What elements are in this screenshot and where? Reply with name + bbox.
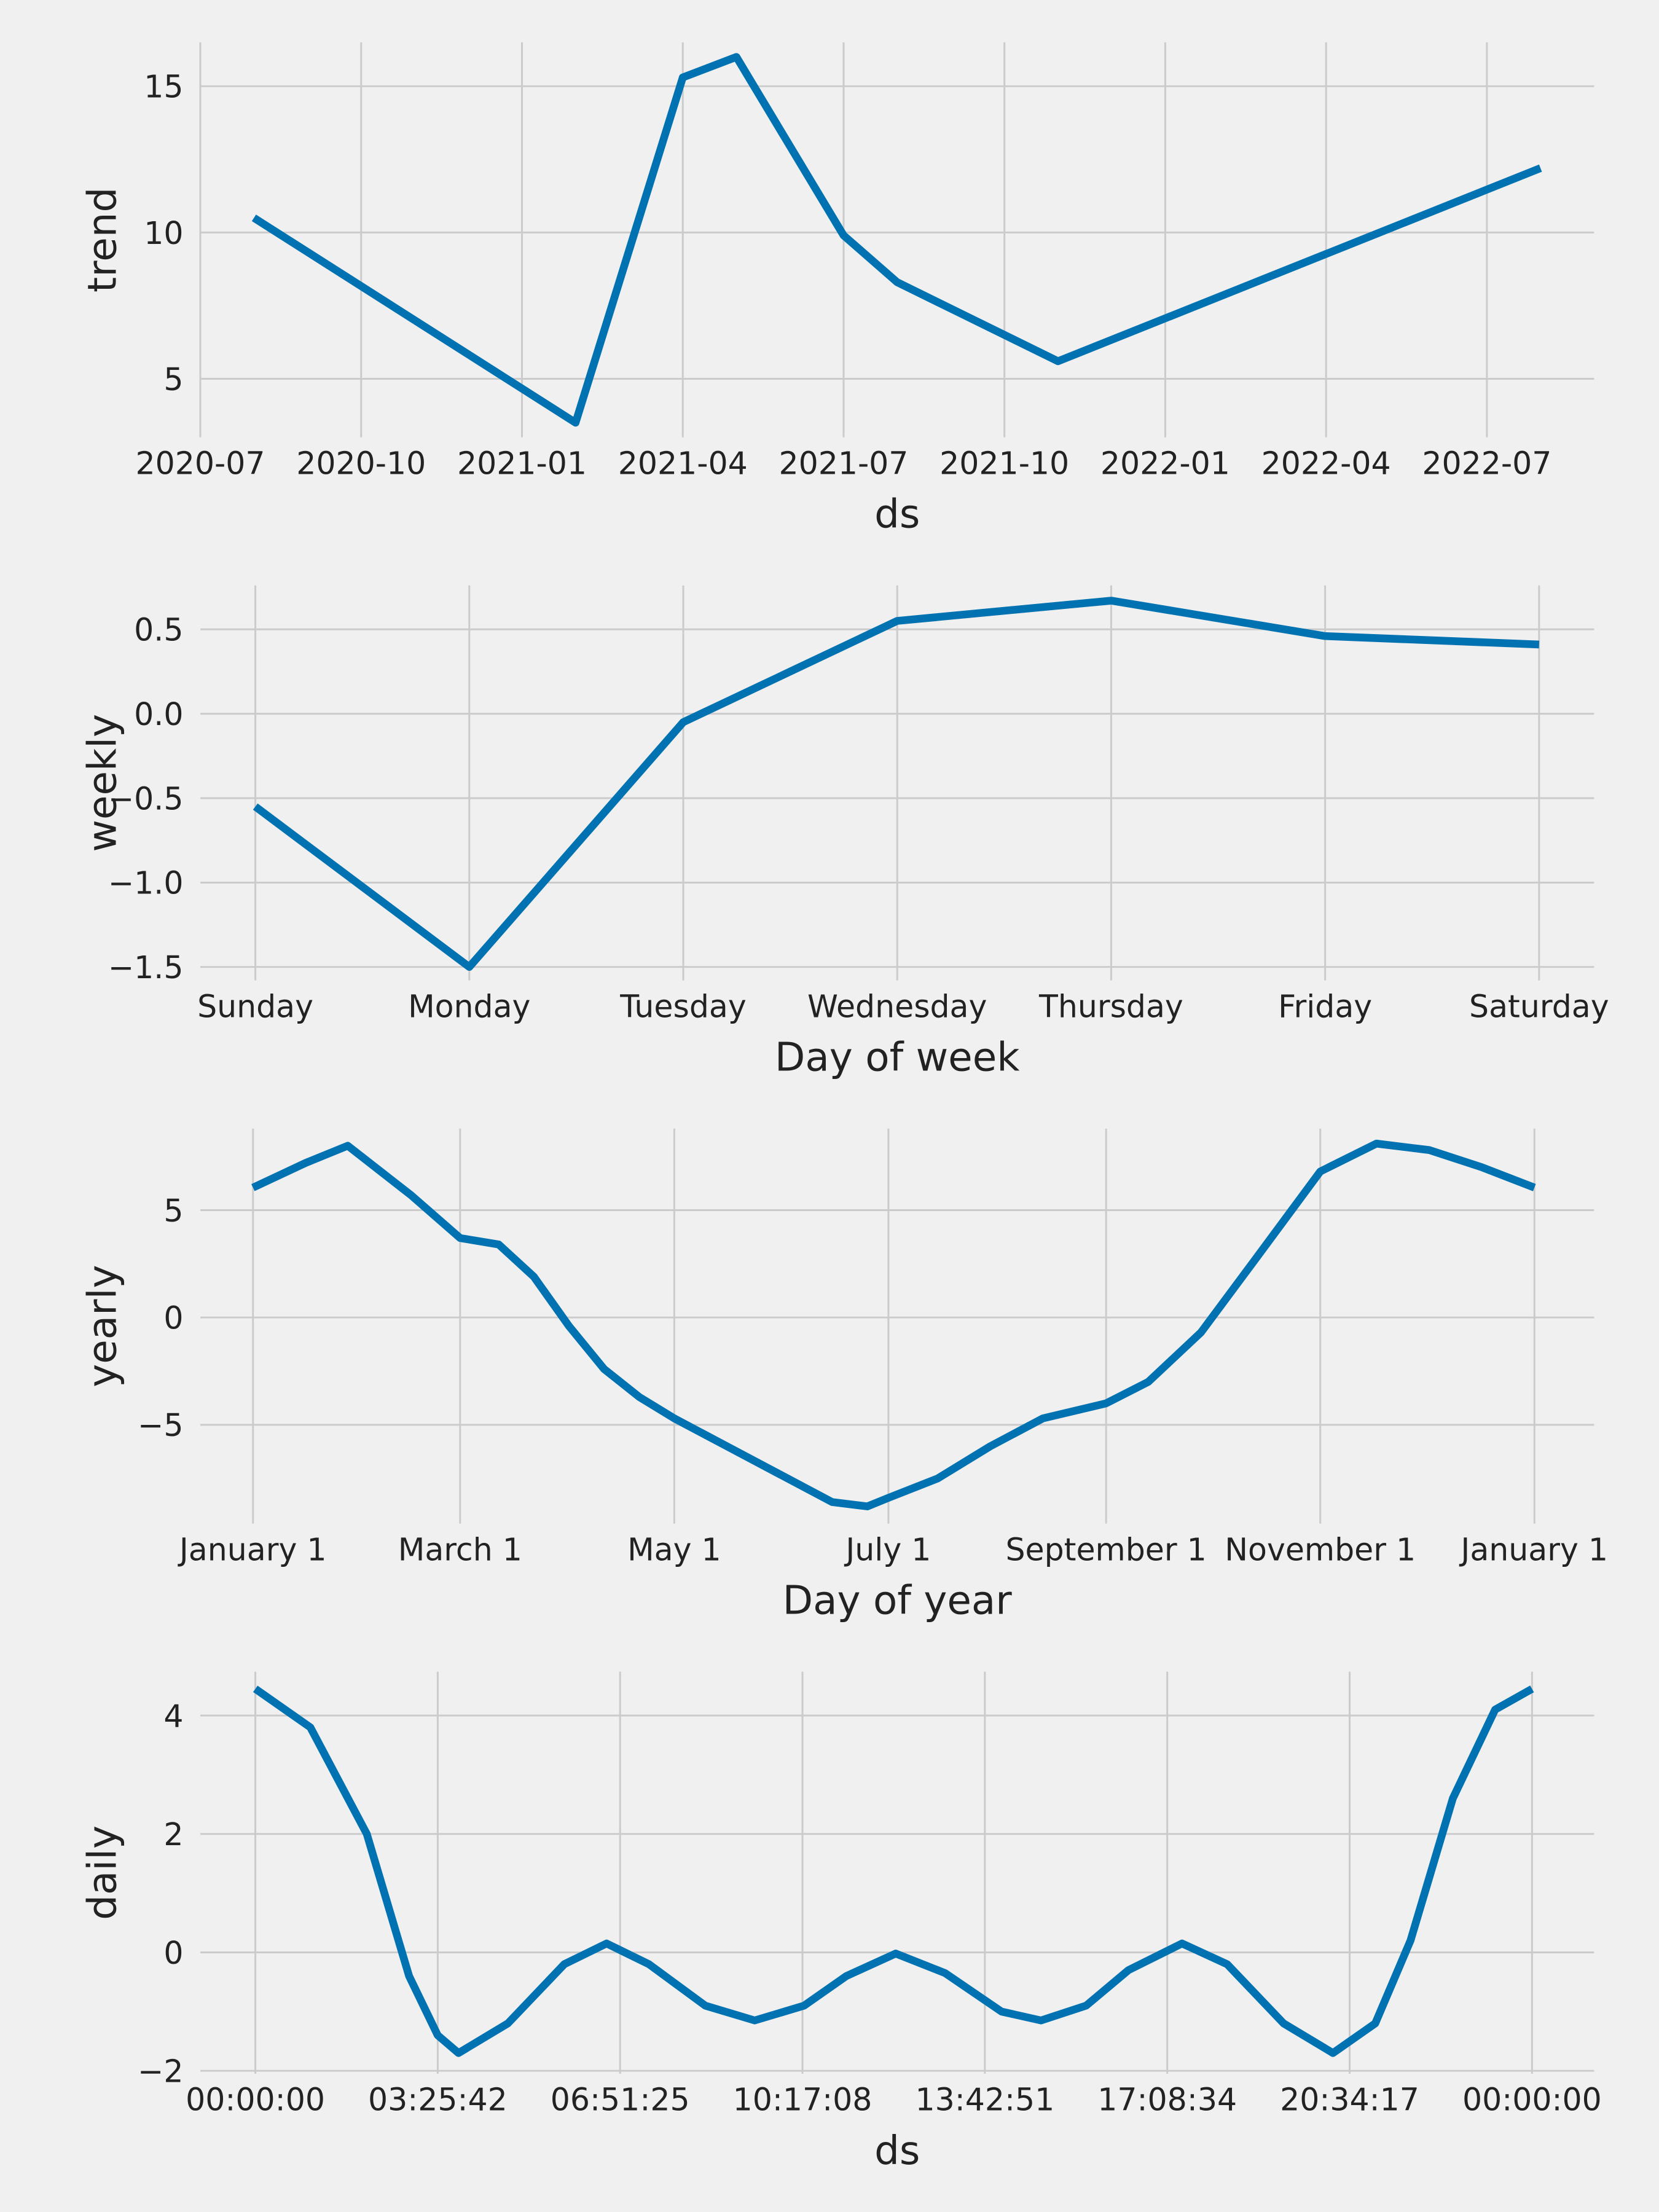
x-tick-label: 2022-01 bbox=[1100, 445, 1230, 481]
y-tick-label: −5 bbox=[138, 1407, 183, 1443]
line bbox=[253, 597, 1540, 971]
x-tick-label: Tuesday bbox=[619, 988, 746, 1024]
y-tick-label: 0 bbox=[163, 1300, 183, 1336]
y-tick-label: −2 bbox=[138, 2053, 183, 2090]
x-tick-label: November 1 bbox=[1225, 1531, 1416, 1567]
x-tick-label: 13:42:51 bbox=[915, 2082, 1054, 2118]
y-axis-label: daily bbox=[79, 1826, 125, 1920]
y-tick-label: 5 bbox=[163, 361, 183, 398]
y-tick-label: −1.0 bbox=[108, 865, 184, 901]
x-tick-label: 2021-04 bbox=[618, 445, 748, 481]
x-tick-label: March 1 bbox=[398, 1531, 522, 1567]
y-tick-label: 0.0 bbox=[134, 696, 183, 732]
x-tick-label: 2020-10 bbox=[296, 445, 426, 481]
y-tick-label: 10 bbox=[144, 215, 183, 251]
x-tick-label: Wednesday bbox=[807, 988, 987, 1024]
x-tick-label: 2020-07 bbox=[136, 445, 265, 481]
y-tick-label: 15 bbox=[144, 69, 183, 105]
x-tick-label: Thursday bbox=[1038, 988, 1183, 1024]
y-tick-label: 2 bbox=[163, 1816, 183, 1853]
x-tick-label: January 1 bbox=[1459, 1531, 1608, 1567]
x-tick-label: 2021-07 bbox=[779, 445, 908, 481]
x-tick-label: 2021-01 bbox=[457, 445, 587, 481]
line bbox=[253, 1685, 1534, 2057]
y-tick-label: −0.5 bbox=[108, 780, 184, 817]
x-tick-label: 2022-07 bbox=[1422, 445, 1551, 481]
x-tick-label: January 1 bbox=[178, 1531, 327, 1567]
x-tick-label: 20:34:17 bbox=[1280, 2082, 1419, 2118]
line bbox=[251, 53, 1542, 427]
x-tick-label: 00:00:00 bbox=[186, 2082, 325, 2118]
y-tick-label: 0 bbox=[163, 1935, 183, 1971]
y-axis-label: weekly bbox=[79, 714, 125, 852]
x-tick-label: 17:08:34 bbox=[1097, 2082, 1237, 2118]
x-tick-label: 03:25:42 bbox=[368, 2082, 508, 2118]
x-tick-label: May 1 bbox=[627, 1531, 721, 1567]
x-tick-label: 00:00:00 bbox=[1462, 2082, 1602, 2118]
y-axis-label: yearly bbox=[79, 1265, 125, 1387]
y-axis-label: trend bbox=[79, 187, 125, 292]
x-axis-label: ds bbox=[874, 2128, 920, 2174]
y-tick-label: −1.5 bbox=[108, 949, 184, 986]
line bbox=[251, 1139, 1536, 1510]
y-tick-label: 4 bbox=[163, 1698, 183, 1734]
x-axis-label: Day of week bbox=[775, 1035, 1020, 1081]
x-tick-label: 2021-10 bbox=[939, 445, 1069, 481]
y-tick-label: 0.5 bbox=[134, 612, 183, 648]
x-tick-label: September 1 bbox=[1006, 1531, 1207, 1567]
x-axis-label: Day of year bbox=[783, 1578, 1013, 1624]
x-tick-label: 06:51:25 bbox=[551, 2082, 690, 2118]
x-tick-label: 2022-04 bbox=[1261, 445, 1391, 481]
x-tick-label: Monday bbox=[408, 988, 530, 1024]
x-tick-label: Saturday bbox=[1469, 988, 1609, 1024]
x-tick-label: 10:17:08 bbox=[733, 2082, 873, 2118]
x-tick-label: July 1 bbox=[844, 1531, 931, 1567]
x-axis-label: ds bbox=[874, 492, 920, 538]
x-tick-label: Friday bbox=[1278, 988, 1372, 1024]
x-tick-label: Sunday bbox=[197, 988, 313, 1024]
y-tick-label: 5 bbox=[163, 1193, 183, 1229]
